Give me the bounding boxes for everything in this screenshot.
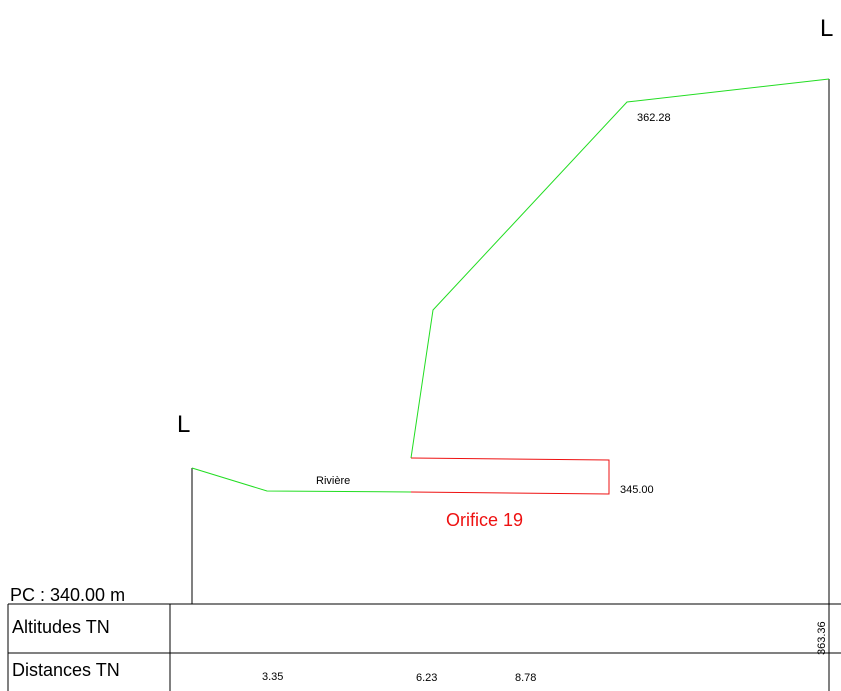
orifice-outline [410, 457, 610, 495]
river-label: Rivière [316, 475, 350, 487]
distance-value: 3.35 [262, 671, 283, 683]
profile-table [7, 603, 841, 691]
reference-plane-label: PC : 340.00 m [10, 585, 125, 605]
orifice-level-label: 345.00 [620, 484, 654, 496]
distance-value: 8.78 [515, 672, 536, 684]
section-marker-left: L [177, 411, 190, 438]
row-label-distances: Distances TN [12, 660, 120, 680]
section-marker-right: L [820, 15, 833, 42]
distance-value: 6.23 [416, 672, 437, 684]
altitude-value: 363.36 [816, 621, 828, 655]
orifice-label: Orifice 19 [446, 510, 523, 530]
terrain-profile-right [410, 78, 830, 459]
terrain-profile-left [191, 467, 412, 493]
row-label-altitudes: Altitudes TN [12, 617, 110, 637]
top-level-label: 362.28 [637, 112, 671, 124]
